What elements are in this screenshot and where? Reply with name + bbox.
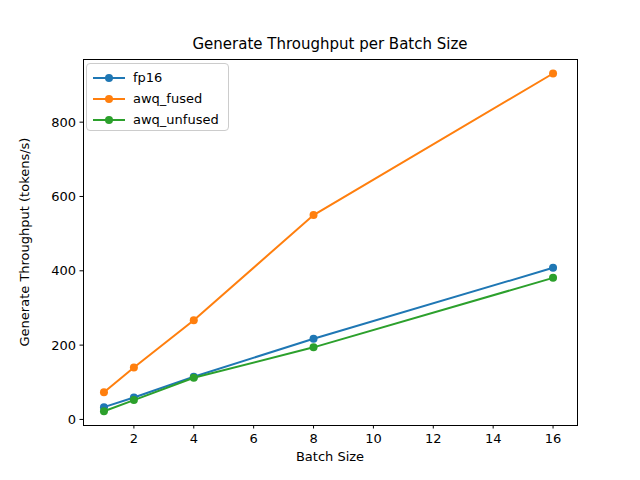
x-axis-label: Batch Size xyxy=(83,449,577,464)
x-tick-label: 10 xyxy=(365,431,382,446)
x-tick-label: 12 xyxy=(425,431,442,446)
matplotlib-figure: 2 4 6 8 10 12 14 16 0 200 400 600 800 Generate Thro… xyxy=(0,0,640,480)
x-tick-label: 8 xyxy=(309,431,317,446)
legend-entry-awq_unfused: awq_unfused xyxy=(92,109,223,130)
legend-entry-awq_fused: awq_fused xyxy=(92,88,223,109)
legend-line-sample-icon xyxy=(92,71,126,85)
data-point-marker xyxy=(549,264,557,272)
x-axis-ticks: 2 4 6 8 10 12 14 16 xyxy=(130,425,562,446)
y-tick-label: 400 xyxy=(51,263,76,278)
series-fp16 xyxy=(100,264,557,411)
chart-title: Generate Throughput per Batch Size xyxy=(83,35,577,53)
x-tick-label: 6 xyxy=(250,431,258,446)
y-tick-label: 200 xyxy=(51,338,76,353)
legend: fp16 awq_fused awq_unfused xyxy=(86,63,229,131)
legend-entries: fp16 awq_fused awq_unfused xyxy=(92,67,223,130)
data-point-marker xyxy=(549,69,557,77)
x-tick-label: 16 xyxy=(545,431,562,446)
legend-label: fp16 xyxy=(133,70,162,85)
y-axis-ticks: 0 200 400 600 800 xyxy=(51,115,83,427)
data-point-marker xyxy=(100,407,108,415)
data-point-marker xyxy=(310,335,318,343)
data-point-marker xyxy=(310,343,318,351)
legend-entry-fp16: fp16 xyxy=(92,67,223,88)
data-point-marker xyxy=(100,388,108,396)
x-tick-label: 4 xyxy=(190,431,198,446)
legend-label: awq_unfused xyxy=(133,112,219,127)
x-tick-label: 14 xyxy=(485,431,502,446)
data-point-marker xyxy=(549,274,557,282)
data-point-marker xyxy=(310,211,318,219)
y-tick-label: 800 xyxy=(51,115,76,130)
data-point-marker xyxy=(130,363,138,371)
series-line xyxy=(104,278,553,411)
data-point-marker xyxy=(130,396,138,404)
y-axis-label: Generate Throughput (tokens/s) xyxy=(18,59,32,425)
legend-label: awq_fused xyxy=(133,91,202,106)
y-tick-label: 600 xyxy=(51,189,76,204)
series-awq_unfused xyxy=(100,274,557,415)
x-tick-label: 2 xyxy=(130,431,138,446)
data-point-marker xyxy=(190,374,198,382)
legend-line-sample-icon xyxy=(92,92,126,106)
data-point-marker xyxy=(190,316,198,324)
y-tick-label: 0 xyxy=(68,412,76,427)
legend-line-sample-icon xyxy=(92,113,126,127)
